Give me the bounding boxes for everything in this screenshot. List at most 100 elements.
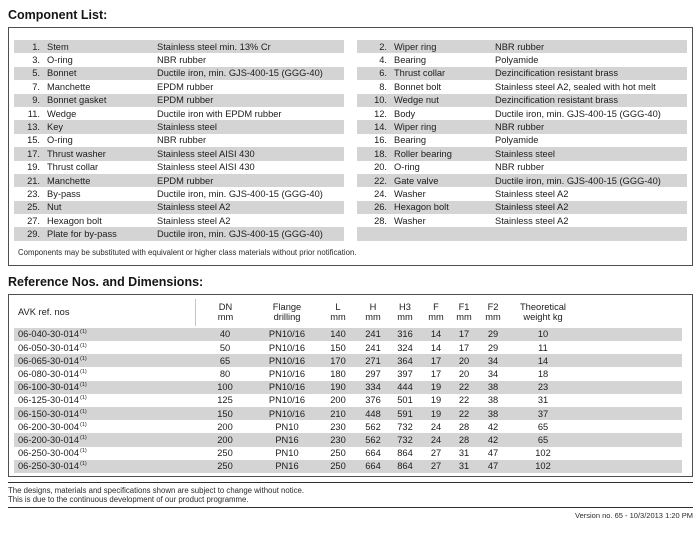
component-row: 26. Hexagon bolt Stainless steel A2 (357, 200, 687, 215)
component-number: 21. (27, 175, 40, 186)
dimension-value: 250 (217, 448, 233, 459)
dimension-value: PN10/16 (268, 395, 306, 406)
avk-ref-no: 06-100-30-014(1) (18, 382, 87, 393)
dim-header-cell: F2 mm (477, 299, 509, 326)
dimension-value: 297 (365, 369, 381, 380)
ref-nos-header-cell: AVK ref. nos (18, 307, 70, 318)
dim-header-cell: Theoretical weight kg (509, 299, 577, 326)
dim-header-label: F2 (487, 301, 499, 312)
dim-header-unit: mm (485, 312, 501, 323)
dimension-value: PN10/16 (268, 342, 306, 353)
dimension-value: PN10/16 (268, 382, 306, 393)
footnote-mark: (1) (80, 355, 87, 362)
dimension-value: 17 (458, 329, 470, 340)
component-row: 12. Body Ductile iron, min. GJS-400-15 (GG… (357, 107, 687, 120)
dimension-value: 19 (430, 382, 442, 393)
component-name: Washer (394, 188, 426, 199)
component-material: Ductile iron, min. GJS-400-15 (GGG-40) (157, 68, 323, 79)
dim-header-unit: mm (397, 312, 413, 323)
component-material: Stainless steel min. 13% Cr (157, 41, 271, 52)
component-number: 8. (379, 81, 387, 92)
dimension-value: PN10 (275, 421, 299, 432)
dimension-value: 200 (217, 421, 233, 432)
component-number: 1. (32, 41, 40, 52)
dimension-value: 324 (397, 342, 413, 353)
component-material: Stainless steel (495, 148, 555, 159)
dimension-value: 22 (458, 382, 470, 393)
dimension-value: 562 (365, 421, 381, 432)
dimension-value: 664 (365, 461, 381, 472)
component-number: 28. (374, 215, 387, 226)
component-number: 5. (32, 68, 40, 79)
dimension-value: 17 (458, 342, 470, 353)
dimension-value: 20 (458, 355, 470, 366)
component-number: 15. (27, 135, 40, 146)
dimension-value: 27 (430, 461, 442, 472)
component-material: EPDM rubber (157, 95, 214, 106)
component-row: 6. Thrust collar Dezincification resistant… (357, 66, 687, 81)
component-name: O-ring (47, 55, 73, 66)
component-number: 3. (32, 55, 40, 66)
component-row (357, 227, 687, 241)
avk-ref-no: 06-150-30-014(1) (18, 408, 87, 419)
component-name: Roller bearing (394, 148, 452, 159)
component-list-columns: 1. Stem Stainless steel min. 13% Cr 3. O-rin… (14, 40, 687, 241)
dimension-value: 28 (458, 421, 470, 432)
dim-header-label: L (335, 301, 341, 312)
footer-divider-top (8, 481, 693, 483)
dimension-value: 501 (397, 395, 413, 406)
dimension-row: 06-200-30-014(1) 200 PN16 230 562 732 24 28 42 65 (14, 433, 682, 447)
avk-ref-no: 06-250-30-004(1) (18, 448, 87, 459)
component-number: 17. (27, 148, 40, 159)
dimension-value: 334 (365, 382, 381, 393)
dimension-value: 210 (330, 408, 346, 419)
dim-header-unit: mm (456, 312, 472, 323)
component-number: 10. (374, 95, 387, 106)
component-number: 14. (374, 122, 387, 133)
dim-header-cell: F1 mm (451, 299, 477, 326)
component-name: Thrust collar (47, 162, 99, 173)
component-material: Dezincification resistant brass (495, 68, 618, 79)
dimension-value: 19 (430, 408, 442, 419)
component-number: 18. (374, 148, 387, 159)
component-list-right-column: 2. Wiper ring NBR rubber 4. Bearing Polyamide… (357, 40, 687, 241)
component-name: Gate valve (394, 175, 439, 186)
component-number: 9. (32, 95, 40, 106)
component-material: Ductile iron, min. GJS-400-15 (GGG-40) (495, 175, 661, 186)
avk-ref-no: 06-250-30-014(1) (18, 461, 87, 472)
footnote-mark: (1) (80, 434, 87, 441)
avk-ref-no: 06-040-30-014(1) (18, 329, 87, 340)
component-row: 15. O-ring NBR rubber (14, 134, 344, 147)
dimension-row: 06-150-30-014(1) 150 PN10/16 210 448 591 19 22 3… (14, 406, 682, 421)
component-name: Bonnet (47, 68, 77, 79)
dimension-value: 34 (487, 355, 499, 366)
component-material: Stainless steel A2 (495, 188, 569, 199)
component-substitution-note: Components may be substituted with equiv… (18, 247, 357, 257)
component-material: NBR rubber (495, 41, 545, 52)
component-name: Wedge (47, 108, 77, 119)
component-material: NBR rubber (157, 55, 207, 66)
component-name: O-ring (394, 162, 420, 173)
footnote-mark: (1) (80, 382, 87, 389)
dimension-value: 42 (487, 421, 499, 432)
avk-ref-no: 06-125-30-014(1) (18, 395, 87, 406)
component-number: 27. (27, 215, 40, 226)
avk-ref-no: 06-080-30-014(1) (18, 368, 87, 380)
component-number: 26. (374, 202, 387, 213)
dimension-value: 22 (458, 395, 470, 406)
component-name: Manchette (47, 81, 91, 92)
dimension-row: 06-250-30-004(1) 250 PN10 250 664 864 27 31 47 10… (14, 447, 682, 460)
dimension-value: PN10/16 (268, 329, 306, 340)
dimension-value: 31 (458, 448, 470, 459)
component-row: 13. Key Stainless steel (14, 120, 344, 134)
component-row: 3. O-ring NBR rubber (14, 53, 344, 66)
dimension-value: 29 (487, 342, 499, 353)
dimension-row: 06-100-30-014(1) 100 PN10/16 190 334 444 19 22 3… (14, 380, 682, 394)
component-material: Stainless steel A2 (157, 202, 231, 213)
component-number: 16. (374, 135, 387, 146)
component-material: EPDM rubber (157, 81, 214, 92)
dimension-value: 34 (487, 369, 499, 380)
component-number: 29. (27, 229, 40, 240)
